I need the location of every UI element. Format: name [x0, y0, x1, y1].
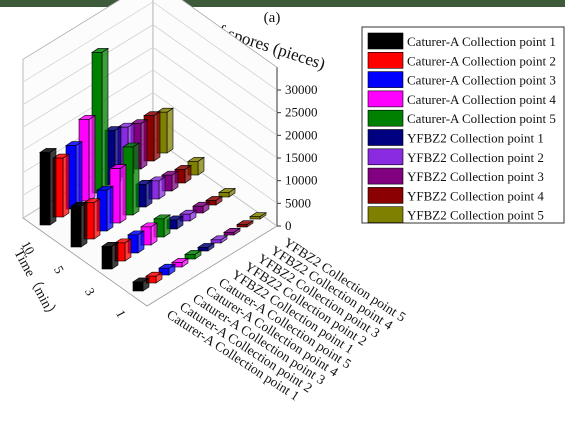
z-tick-label: 10000: [285, 173, 318, 188]
bar: [71, 206, 81, 247]
bar-side: [76, 142, 82, 209]
bar-side: [107, 186, 113, 231]
bar: [102, 246, 112, 269]
legend-label: YFBZ2 Collection point 4: [407, 188, 544, 203]
z-tick-label: 30000: [285, 82, 318, 97]
legend-swatch: [368, 168, 403, 184]
legend-label: YFBZ2 Collection point 1: [407, 131, 544, 146]
bar-side: [112, 242, 118, 269]
legend-swatch: [368, 149, 403, 165]
bar-side: [89, 115, 95, 201]
legend-swatch: [368, 33, 403, 49]
photo-strip: [0, 0, 565, 7]
z-tick-label: 25000: [285, 105, 318, 120]
time-axis-title: Time（min）: [10, 246, 61, 323]
legend-label: Caturer-A Collection point 3: [407, 73, 556, 88]
bar: [40, 152, 50, 225]
legend-swatch: [368, 110, 403, 126]
bar-side: [63, 154, 69, 217]
legend-label: YFBZ2 Collection point 3: [407, 169, 544, 184]
legend-swatch: [368, 72, 403, 88]
legend-swatch: [368, 207, 403, 223]
bar: [211, 240, 221, 243]
bar-side: [102, 48, 108, 193]
legend-label: Caturer-A Collection point 5: [407, 111, 556, 126]
chart-title: (a): [264, 10, 281, 26]
bar-side: [167, 108, 173, 153]
z-tick-label: 5000: [285, 195, 311, 210]
bar-side: [154, 112, 160, 161]
bar: [224, 232, 234, 235]
time-tick-label: 1: [113, 307, 129, 320]
z-tick-label: 15000: [285, 150, 318, 165]
time-tick-label: 3: [82, 285, 98, 298]
chart: (a) Number of spores (pieces) Time（min） …: [0, 0, 565, 435]
bar: [237, 225, 247, 227]
legend-label: YFBZ2 Collection point 5: [407, 208, 544, 223]
bar-side: [146, 180, 152, 207]
z-tick-label: 0: [285, 218, 292, 233]
bar-side: [133, 143, 139, 215]
bar-side: [94, 199, 100, 239]
bar: [250, 217, 260, 219]
legend-swatch: [368, 91, 403, 107]
z-tick-label: 20000: [285, 127, 318, 142]
time-tick-label: 5: [51, 263, 67, 276]
legend-label: Caturer-A Collection point 4: [407, 92, 556, 107]
legend-label: Caturer-A Collection point 2: [407, 53, 556, 68]
legend-swatch: [368, 187, 403, 203]
legend-swatch: [368, 130, 403, 146]
bar-side: [141, 120, 147, 169]
legend-label: YFBZ2 Collection point 2: [407, 150, 544, 165]
bar-side: [50, 148, 56, 225]
legend-swatch: [368, 52, 403, 68]
bar-side: [120, 165, 126, 223]
legend-label: Caturer-A Collection point 1: [407, 34, 556, 49]
bar: [133, 282, 143, 291]
bar-side: [81, 202, 87, 247]
